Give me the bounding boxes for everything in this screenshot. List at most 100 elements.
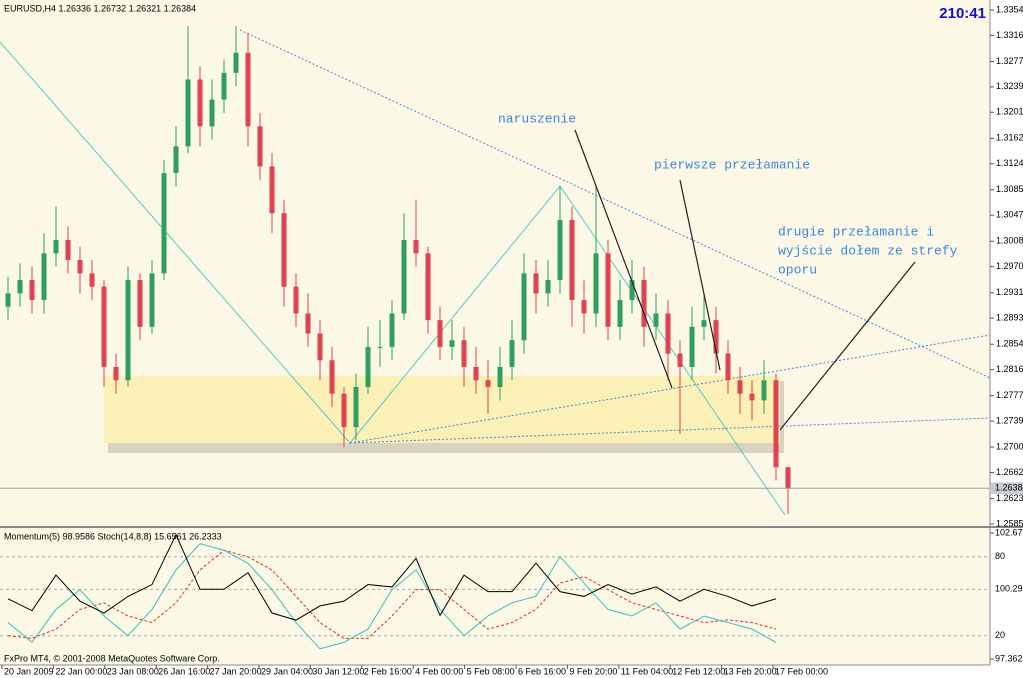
- candle-body: [185, 79, 191, 147]
- x-tick-label: 4 Feb 00:00: [415, 666, 463, 676]
- y-tick-label: 1.27000: [996, 442, 1023, 452]
- y-tick-label: 1.30470: [996, 210, 1023, 220]
- x-tick-label: 20 Jan 2009: [4, 666, 54, 676]
- candle-body: [773, 380, 779, 468]
- indicator-title: Momentum(5) 98.9586 Stoch(14,8,8) 15.656…: [4, 531, 222, 541]
- y-tick-label: 1.28540: [996, 339, 1023, 349]
- y-tick-label: 1.32010: [996, 107, 1023, 117]
- candles: [5, 26, 791, 514]
- candle-body: [101, 286, 107, 367]
- trendline: [349, 185, 561, 444]
- candle-body: [737, 380, 743, 394]
- x-tick-label: 23 Jan 08:00: [107, 666, 159, 676]
- candle-body: [665, 313, 671, 354]
- annotation: wyjście dołem ze strefy: [778, 243, 958, 258]
- candle-body: [221, 72, 227, 100]
- candle-body: [521, 273, 527, 341]
- stoch-main-line: [7, 543, 777, 650]
- candle-body: [689, 326, 695, 367]
- candle-body: [413, 239, 419, 254]
- candle-body: [353, 386, 359, 428]
- trendline: [0, 41, 351, 444]
- y-tick-label: 1.29700: [996, 261, 1023, 271]
- candle-body: [257, 126, 263, 167]
- indicator-bg: [0, 528, 990, 665]
- current-price-label: 1.26384: [995, 483, 1023, 493]
- candle-body: [293, 286, 299, 314]
- candle-body: [605, 253, 611, 327]
- y-tick-label: 1.31620: [996, 133, 1023, 143]
- candle-body: [209, 99, 215, 127]
- candle-body: [401, 239, 407, 314]
- candle-body: [197, 79, 203, 127]
- channel-line: [349, 334, 991, 444]
- candle-body: [281, 213, 287, 287]
- y-tick-label: 1.25850: [996, 518, 1023, 528]
- y-tick-label: 1.33540: [996, 4, 1023, 14]
- y-tick-label: 1.27390: [996, 415, 1023, 425]
- y-tick-label: 1.26230: [996, 493, 1023, 503]
- candle-body: [365, 346, 371, 387]
- x-tick-label: 9 Feb 20:00: [569, 666, 617, 676]
- candle-body: [761, 380, 767, 401]
- candle-body: [701, 320, 707, 327]
- pointer-lines: [574, 129, 916, 431]
- trendlines: [0, 41, 786, 516]
- candle-body: [5, 293, 11, 307]
- y-tick-label: 80: [995, 551, 1005, 561]
- y-tick-label: 1.29310: [996, 287, 1023, 297]
- annotation: oporu: [778, 262, 817, 277]
- candle-body: [377, 346, 383, 348]
- candle-body: [461, 340, 467, 367]
- x-tick-label: 26 Jan 16:00: [158, 666, 210, 676]
- candle-body: [17, 280, 23, 294]
- trendline: [559, 185, 786, 516]
- candle-body: [569, 219, 575, 301]
- pointer: [679, 179, 721, 371]
- momentum-line: [7, 533, 777, 621]
- candle-body: [269, 166, 275, 214]
- x-tick-label: 17 Feb 00:00: [775, 666, 828, 676]
- x-tick-label: 12 Feb 12:00: [672, 666, 725, 676]
- candle-body: [161, 173, 167, 274]
- candle-body: [437, 320, 443, 347]
- candle-body: [305, 313, 311, 334]
- candle-body: [113, 366, 119, 381]
- y-tick-label: 1.33160: [996, 30, 1023, 40]
- candle-body: [749, 393, 755, 401]
- annotation: drugie przełamanie i: [778, 224, 934, 239]
- resistance-zone: [104, 376, 780, 443]
- channel-lines: [239, 29, 991, 444]
- candle-body: [41, 253, 47, 301]
- x-tick-label: 6 Feb 16:00: [518, 666, 566, 676]
- candle-body: [677, 353, 683, 367]
- x-tick-label: 11 Feb 04:00: [621, 666, 673, 676]
- x-tick-label: 5 Feb 08:00: [467, 666, 515, 676]
- candle-body: [533, 273, 539, 294]
- x-tick-label: 13 Feb 20:00: [724, 666, 777, 676]
- candle-body: [545, 280, 551, 294]
- candle-body: [329, 360, 335, 394]
- candle-body: [725, 353, 731, 381]
- y-tick-label: 97.3629: [995, 653, 1023, 663]
- candle-body: [389, 313, 395, 347]
- candle-body: [617, 300, 623, 327]
- candle-body: [137, 280, 143, 327]
- y-tick-label: 1.31240: [996, 158, 1023, 168]
- candle-body: [317, 333, 323, 361]
- x-tick-label: 22 Jan 00:00: [55, 666, 107, 676]
- y-tick-label: 1.32770: [996, 56, 1023, 66]
- candle-body: [653, 313, 659, 327]
- candle-body: [785, 467, 791, 489]
- bar-timer: 210:41: [939, 5, 986, 22]
- candle-body: [173, 146, 179, 174]
- candle-body: [593, 253, 599, 314]
- candle-body: [581, 300, 587, 314]
- y-tick-label: 1.28930: [996, 313, 1023, 323]
- candle-body: [629, 280, 635, 301]
- x-tick-label: 29 Jan 04:00: [261, 666, 313, 676]
- footer: FxPro MT4, © 2001-2008 MetaQuotes Softwa…: [4, 653, 220, 663]
- candle-body: [485, 380, 491, 387]
- y-tick-label: 1.26620: [996, 467, 1023, 477]
